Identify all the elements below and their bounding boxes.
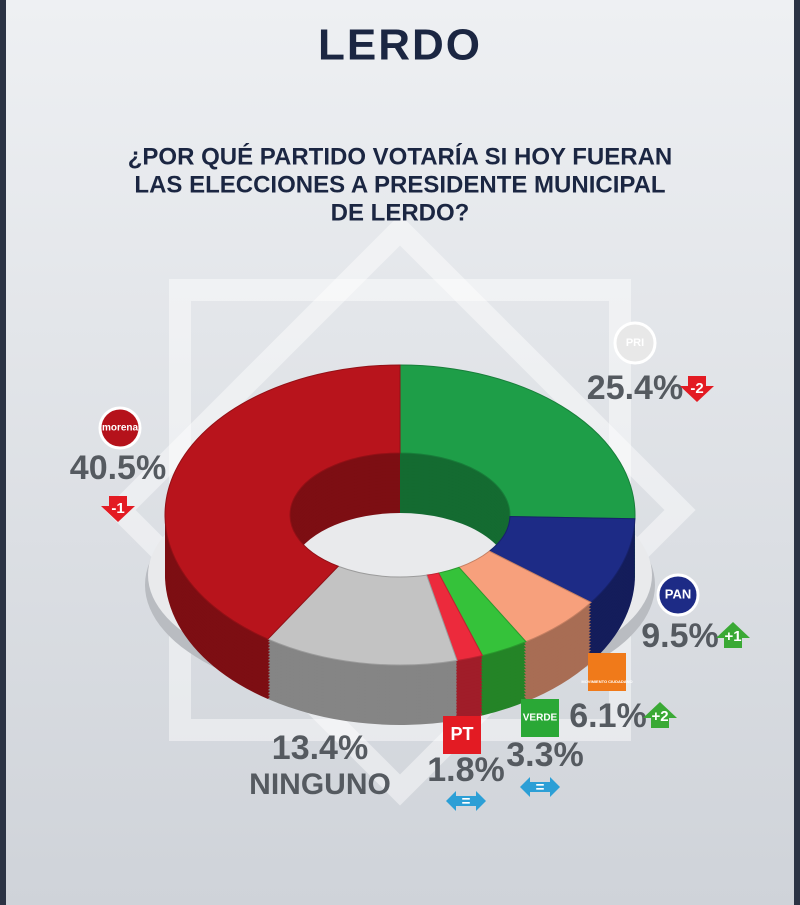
change-icon [643,702,677,728]
party-logo [521,699,559,737]
party-logo [588,653,626,691]
change-label: -1 [111,500,124,517]
change-label: = [462,793,471,810]
party-name: VERDE [523,713,558,724]
labels: PRI 25.4% -2 PAN 9.5% +1 MOVIMIENTO CIUDADANO 6… [70,321,750,811]
party-logo [656,573,700,617]
subtitle-line: LAS ELECCIONES A PRESIDENTE MUNICIPAL [134,171,665,198]
change-icon [680,376,714,402]
value-label: 3.3% [506,736,584,774]
value-label: 6.1% [569,697,647,735]
value-label: 25.4% [587,369,683,407]
change-icon [520,777,560,797]
slice [164,364,401,640]
change-label: = [536,779,545,796]
party-name: PAN [665,586,691,601]
change-icon [446,791,486,811]
subtitle-line: ¿POR QUÉ PARTIDO VOTARÍA SI HOY FUERAN [128,142,672,170]
change-label: -2 [690,380,703,397]
party-logo [98,406,142,450]
value-label: 9.5% [641,617,719,655]
party-name: PRI [626,337,644,349]
value-label: 13.4% [272,729,368,767]
title: LERDO [318,21,482,70]
value-label: 40.5% [70,449,166,487]
party-name: PT [450,724,473,744]
party-name: morena [102,423,139,434]
change-label: +1 [724,628,741,645]
change-icon [716,622,750,648]
subtitle-line: DE LERDO? [331,199,470,226]
party-logo [613,321,657,365]
change-icon [101,496,135,522]
slice [399,364,636,520]
party-logo [443,716,481,754]
value-label: 1.8% [427,751,505,789]
change-label: +2 [651,708,668,725]
party-name: MOVIMIENTO CIUDADANO [581,679,632,684]
category-label: NINGUNO [249,768,391,801]
slice [267,565,458,666]
donut [164,364,636,725]
